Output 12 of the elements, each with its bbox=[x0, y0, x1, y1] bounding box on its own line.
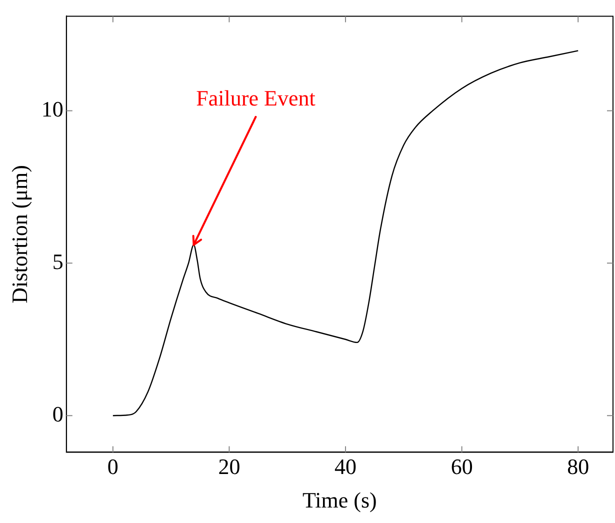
y-axis-title: Distortion (μm) bbox=[6, 165, 32, 304]
y-tick-label: 5 bbox=[52, 248, 64, 274]
y-tick-label: 10 bbox=[41, 96, 64, 122]
y-tick-label: 0 bbox=[52, 401, 64, 426]
line-series bbox=[112, 50, 579, 416]
x-axis-title: Time (s) bbox=[302, 488, 377, 513]
x-tick-label: 20 bbox=[218, 454, 240, 480]
x-tick-label: 40 bbox=[334, 454, 357, 480]
x-tick-label: 0 bbox=[107, 454, 118, 480]
x-tick-label: 60 bbox=[450, 454, 473, 480]
x-tick-label: 80 bbox=[567, 454, 590, 480]
annotation: Failure Event bbox=[196, 86, 316, 111]
